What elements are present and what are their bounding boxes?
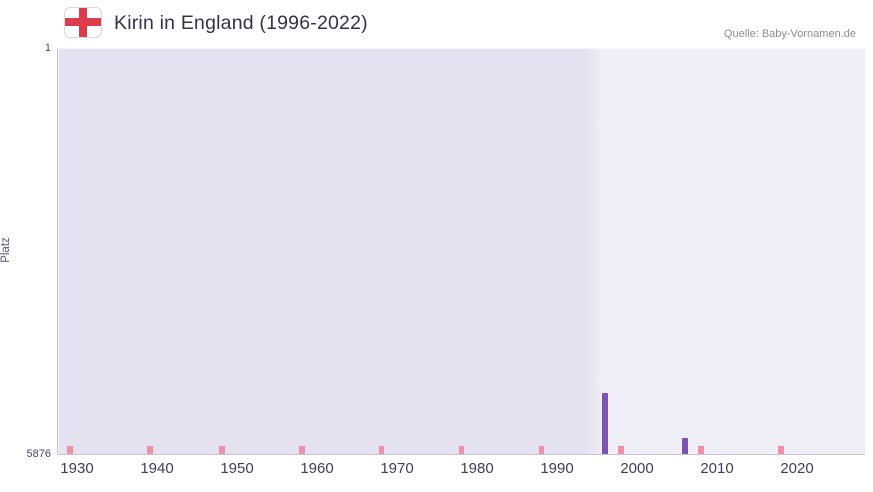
rank-bar-1996 — [602, 393, 609, 454]
baseline-mark-1988 — [538, 446, 545, 454]
baseline-mark-2018 — [778, 446, 784, 454]
baseline-mark-1939 — [147, 446, 153, 454]
y-axis-label: Platz — [0, 237, 12, 263]
baseline-mark-2008 — [698, 446, 705, 454]
x-tick-1940: 1940 — [140, 460, 174, 477]
x-tick-2020: 2020 — [780, 460, 814, 477]
x-tick-1950: 1950 — [220, 460, 254, 477]
y-tick-bottom: 5876 — [26, 448, 51, 460]
plot-area — [57, 48, 865, 455]
x-tick-1990: 1990 — [540, 460, 574, 477]
england-flag-icon — [64, 7, 102, 38]
x-tick-1980: 1980 — [460, 460, 494, 477]
x-tick-1930: 1930 — [60, 460, 94, 477]
y-tick-top: 1 — [44, 42, 51, 54]
baseline-mark-1958 — [298, 446, 305, 454]
source-attribution: Quelle: Baby-Vornamen.de — [723, 28, 856, 40]
chart-title: Kirin in England (1996-2022) — [114, 12, 368, 34]
baseline-mark-1929 — [67, 446, 73, 454]
highlight-region — [585, 48, 865, 454]
x-axis-ticks: 1930 1940 1950 1960 1970 1980 1990 2000 2010 2020 — [57, 460, 865, 482]
rank-bar-2006 — [682, 438, 689, 454]
chart-header: Kirin in England (1996-2022) Quelle: Bab… — [0, 0, 873, 48]
x-tick-1960: 1960 — [300, 460, 334, 477]
baseline-mark-1998 — [618, 446, 625, 454]
baseline-mark-1968 — [378, 446, 385, 454]
x-tick-2010: 2010 — [700, 460, 734, 477]
x-tick-2000: 2000 — [620, 460, 654, 477]
x-tick-1970: 1970 — [380, 460, 414, 477]
baseline-mark-1978 — [458, 446, 465, 454]
baseline-mark-1948 — [218, 446, 225, 454]
